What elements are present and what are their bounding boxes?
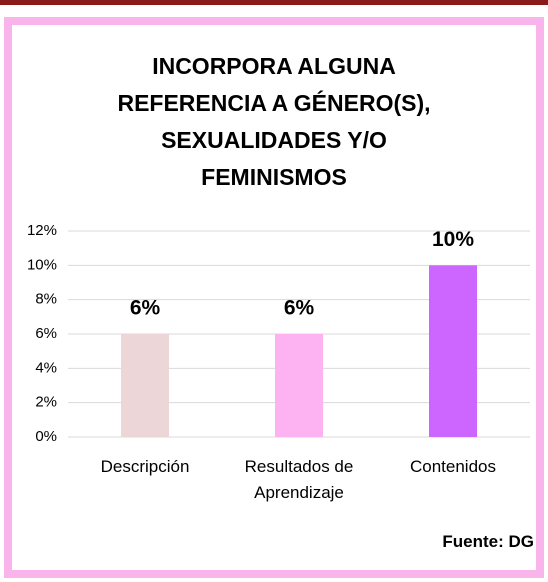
- top-rule: [0, 0, 548, 5]
- bar: [429, 265, 477, 437]
- y-tick-label: 0%: [35, 428, 57, 445]
- y-tick-label: 2%: [35, 394, 57, 411]
- data-label: 6%: [130, 297, 161, 320]
- bar: [121, 334, 169, 437]
- y-tick-label: 6%: [35, 325, 57, 342]
- x-tick-label: Descripción: [100, 457, 190, 476]
- bar: [275, 334, 323, 437]
- y-tick-label: 10%: [27, 256, 57, 273]
- x-tick-label: Resultados de Aprendizaje: [244, 457, 354, 502]
- y-tick-label: 8%: [35, 291, 57, 308]
- y-tick-label: 12%: [27, 222, 57, 239]
- source-note: Fuente: DG: [442, 532, 534, 551]
- chart-title: INCORPORA ALGUNA REFERENCIA A GÉNERO(S),…: [117, 53, 431, 190]
- data-label: 6%: [284, 297, 315, 320]
- y-tick-label: 4%: [35, 359, 57, 376]
- data-label: 10%: [432, 228, 474, 251]
- x-tick-label: Contenidos: [409, 457, 496, 476]
